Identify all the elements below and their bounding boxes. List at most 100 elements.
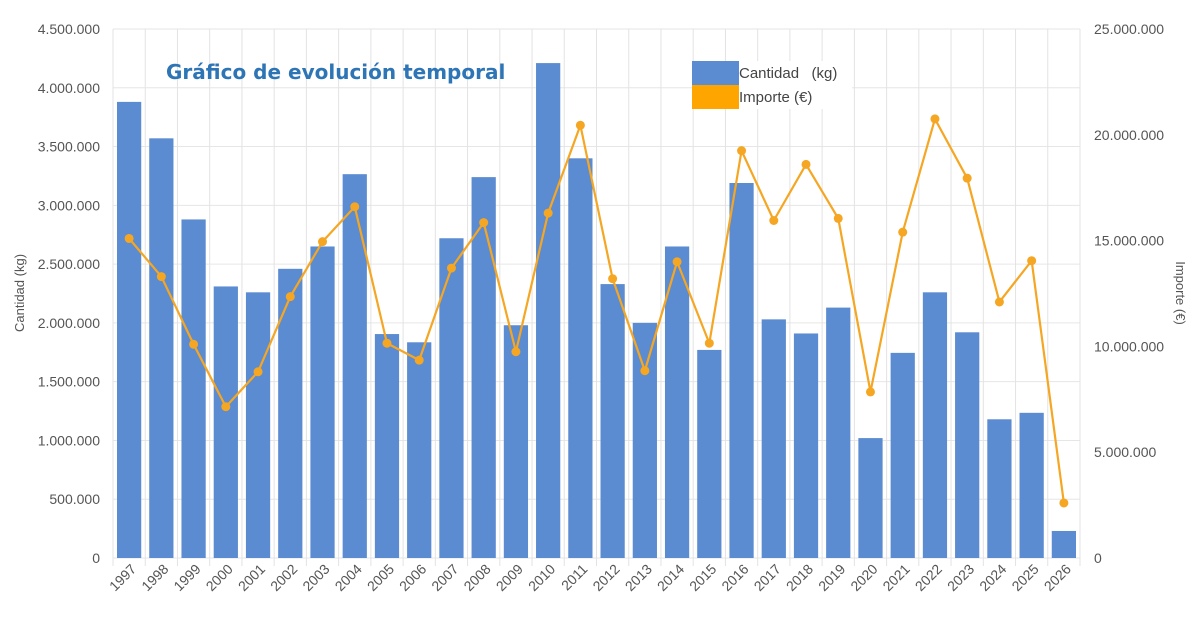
x-axis-ticks: 1997199819992000200120022003200420052006… [106, 561, 1074, 594]
x-tick-label: 2018 [783, 561, 816, 594]
right-axis-ticks: 0 5.000.000 10.000.000 15.000.000 20.000.000… [1094, 21, 1164, 566]
chart-title: Gráfico de evolución temporal [166, 60, 506, 84]
x-tick-label: 2024 [976, 561, 1009, 594]
x-tick-label: 1997 [106, 561, 139, 594]
point-2000 [221, 402, 231, 412]
point-2005 [382, 338, 392, 348]
bar-2010 [536, 63, 561, 558]
y-tick-label: 2.000.000 [38, 315, 100, 331]
y-tick-label: 0 [92, 550, 100, 566]
x-tick-label: 2013 [622, 561, 655, 594]
point-2023 [962, 173, 972, 183]
x-tick-label: 2009 [493, 561, 526, 594]
left-axis-ticks: 0 500.000 1.000.000 1.500.000 2.000.000 2.500… [38, 21, 101, 566]
bar-2003 [310, 246, 335, 558]
point-2014 [672, 257, 682, 267]
bar-2020 [858, 438, 883, 558]
legend-swatch [692, 61, 739, 85]
line-series [124, 114, 1069, 508]
legend-swatch [692, 85, 739, 109]
x-tick-label: 2010 [525, 561, 558, 594]
x-tick-label: 2015 [686, 561, 719, 594]
x-tick-label: 2022 [912, 561, 945, 594]
x-tick-label: 2008 [460, 561, 493, 594]
point-2022 [930, 114, 940, 124]
x-tick-label: 2016 [718, 561, 751, 594]
y-tick-label: 2.500.000 [38, 256, 100, 272]
y2-tick-label: 20.000.000 [1094, 127, 1164, 143]
bar-series [117, 63, 1076, 559]
y-tick-label: 500.000 [49, 491, 100, 507]
y-tick-label: 1.500.000 [38, 374, 100, 390]
bar-2024 [987, 419, 1012, 558]
x-tick-label: 2007 [428, 561, 461, 594]
point-2013 [640, 366, 650, 376]
bar-2017 [761, 319, 786, 558]
bar-2023 [955, 332, 980, 558]
legend-label: Cantidad (kg) [739, 64, 838, 82]
point-2004 [350, 202, 360, 212]
x-tick-label: 2006 [396, 561, 429, 594]
bar-2001 [245, 292, 271, 558]
x-tick-label: 2002 [267, 561, 300, 594]
bar-2004 [342, 174, 367, 559]
bar-2025 [1019, 412, 1044, 558]
x-tick-label: 2000 [203, 561, 236, 594]
point-2026 [1059, 498, 1069, 508]
bar-2006 [407, 342, 432, 558]
y-axis-label: Cantidad (kg) [12, 254, 27, 332]
point-2010 [543, 208, 553, 218]
point-2015 [704, 338, 714, 348]
y-tick-label: 4.000.000 [38, 80, 100, 96]
bar-2016 [729, 182, 754, 558]
bar-2026 [1051, 530, 1076, 558]
grid [112, 28, 1081, 566]
bar-2005 [374, 334, 400, 558]
x-tick-label: 1999 [170, 561, 203, 594]
point-1998 [156, 272, 166, 282]
bar-2013 [632, 322, 657, 558]
point-2024 [994, 297, 1004, 307]
point-1997 [124, 233, 134, 243]
x-tick-label: 2004 [332, 561, 365, 594]
legend-item-importe: Importe (€) [692, 85, 852, 109]
point-2016 [737, 146, 747, 156]
point-2020 [865, 387, 875, 397]
y2-tick-label: 0 [1094, 550, 1102, 566]
x-tick-label: 2025 [1008, 561, 1041, 594]
bar-2011 [568, 158, 593, 559]
bar-2015 [697, 349, 722, 558]
bar-2014 [664, 246, 690, 558]
y2-axis-label: Importe (€) [1173, 261, 1188, 325]
y2-tick-label: 25.000.000 [1094, 21, 1164, 37]
x-tick-label: 1998 [138, 561, 171, 594]
x-tick-label: 2021 [879, 561, 912, 594]
point-2025 [1027, 256, 1037, 266]
legend-item-cantidad: Cantidad (kg) [692, 61, 852, 85]
bar-2012 [600, 284, 625, 558]
point-2006 [414, 355, 424, 365]
x-tick-label: 2001 [235, 561, 268, 594]
x-tick-label: 2003 [299, 561, 332, 594]
x-tick-label: 2026 [1041, 561, 1074, 594]
x-tick-label: 2019 [815, 561, 848, 594]
bar-2008 [471, 177, 496, 558]
legend-label: Importe (€) [739, 88, 813, 106]
point-2001 [253, 367, 263, 377]
point-2007 [446, 263, 456, 273]
y2-tick-label: 5.000.000 [1094, 444, 1156, 460]
x-tick-label: 2020 [847, 561, 880, 594]
point-2003 [318, 237, 328, 247]
y2-tick-label: 10.000.000 [1094, 338, 1164, 354]
x-tick-label: 2023 [944, 561, 977, 594]
x-tick-label: 2012 [589, 561, 622, 594]
point-2009 [511, 347, 521, 357]
importe-line [128, 116, 1065, 504]
bar-2009 [503, 325, 529, 558]
x-tick-label: 2017 [751, 561, 784, 594]
x-tick-label: 2014 [654, 561, 687, 594]
bar-2007 [439, 238, 464, 558]
y2-tick-label: 15.000.000 [1094, 233, 1164, 249]
y-tick-label: 1.000.000 [38, 432, 100, 448]
